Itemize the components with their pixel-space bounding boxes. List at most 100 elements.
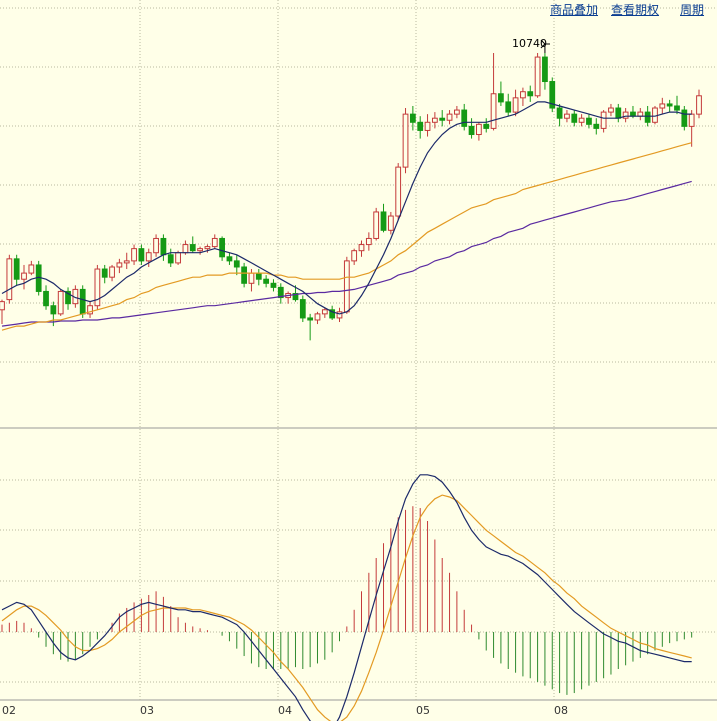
- candlestick-series: [0, 52, 702, 341]
- candle-body: [461, 109, 468, 127]
- candle-body: [424, 121, 431, 131]
- candle-body: [50, 305, 57, 315]
- candle-body: [0, 301, 5, 311]
- candle-body: [123, 260, 130, 264]
- x-tick-label: 04: [278, 704, 292, 717]
- candle-body: [6, 258, 13, 301]
- candle-body: [182, 244, 189, 254]
- candle-body: [380, 211, 387, 231]
- candle-body: [483, 123, 490, 129]
- candle-body: [28, 264, 35, 274]
- high-price-annotation: 10740: [512, 37, 547, 50]
- candle-body: [600, 111, 607, 129]
- candle-body: [417, 121, 424, 131]
- candle-body: [343, 260, 350, 313]
- candle-body: [167, 254, 174, 264]
- candle-body: [263, 278, 270, 284]
- candle-body: [314, 313, 321, 321]
- candle-body: [241, 266, 248, 284]
- candle-body: [87, 305, 93, 315]
- candle-body: [505, 101, 512, 113]
- macd-dea-line: [1, 494, 692, 721]
- candle-body: [138, 248, 145, 262]
- chart-grid: [0, 0, 717, 701]
- candle-body: [307, 317, 314, 321]
- candle-body: [57, 290, 64, 315]
- candle-body: [13, 258, 20, 280]
- candle-body: [688, 113, 695, 127]
- candle-body: [387, 215, 394, 231]
- x-tick-label: 02: [2, 704, 16, 717]
- candle-body: [453, 109, 460, 115]
- macd-histogram: [1, 506, 693, 695]
- candle-body: [527, 91, 534, 97]
- candle-body: [659, 103, 666, 109]
- candle-body: [615, 107, 622, 119]
- x-tick-label: 05: [416, 704, 430, 717]
- x-tick-label: 03: [140, 704, 154, 717]
- candle-body: [336, 311, 343, 319]
- candle-body: [101, 268, 108, 278]
- high-price-annotation-arrow: [540, 39, 550, 53]
- candle-body: [219, 237, 225, 258]
- candle-body: [233, 260, 240, 268]
- view-options-link[interactable]: 查看期权: [611, 3, 660, 17]
- candle-body: [696, 95, 702, 115]
- candle-body: [94, 268, 101, 307]
- candle-body: [490, 93, 497, 129]
- candle-body: [681, 109, 688, 127]
- ma-short-line: [1, 101, 692, 315]
- candle-body: [534, 56, 541, 97]
- period-link[interactable]: 周期: [680, 3, 705, 17]
- candle-body: [329, 309, 336, 319]
- ma-long-line: [1, 180, 692, 327]
- candle-body: [439, 117, 446, 121]
- candle-body: [248, 272, 255, 284]
- candle-body: [43, 290, 49, 307]
- macd-dif-line: [1, 474, 692, 721]
- candle-body: [160, 237, 167, 256]
- ma-mid-line: [1, 142, 692, 331]
- candle-body: [674, 105, 680, 111]
- candle-body: [571, 113, 578, 123]
- candle-body: [666, 103, 673, 107]
- candle-body: [145, 252, 152, 262]
- candle-body: [116, 262, 123, 268]
- candle-body: [630, 111, 636, 117]
- candle-body: [65, 290, 71, 305]
- candle-body: [109, 266, 115, 278]
- x-tick-label: 08: [554, 704, 568, 717]
- candle-body: [395, 166, 402, 217]
- candle-body: [556, 107, 563, 119]
- candle-body: [644, 111, 651, 123]
- candle-body: [498, 93, 504, 103]
- candle-body: [21, 272, 27, 280]
- candle-body: [468, 125, 475, 136]
- moving-average-lines: [1, 101, 692, 331]
- candle-body: [446, 113, 453, 121]
- overlay-commodity-link[interactable]: 商品叠加: [550, 3, 599, 17]
- macd-lines: [1, 474, 692, 721]
- candle-body: [402, 113, 409, 168]
- candle-body: [270, 282, 277, 288]
- candle-body: [409, 113, 416, 123]
- annotation-arrow-head: [540, 39, 546, 49]
- candle-body: [622, 111, 629, 119]
- candle-body: [476, 123, 482, 136]
- candle-body: [549, 81, 556, 109]
- candle-body: [351, 250, 358, 262]
- candle-body: [299, 299, 306, 319]
- candle-body: [292, 292, 299, 301]
- candle-body: [578, 117, 585, 123]
- candle-body: [586, 117, 592, 125]
- candle-body: [153, 237, 159, 254]
- candle-body: [226, 256, 233, 262]
- candle-body: [512, 97, 519, 113]
- candle-body: [593, 123, 600, 129]
- candle-body: [211, 237, 218, 248]
- candle-body: [542, 56, 548, 83]
- candle-body: [204, 246, 211, 250]
- candle-body: [255, 272, 262, 280]
- candle-body: [431, 117, 438, 123]
